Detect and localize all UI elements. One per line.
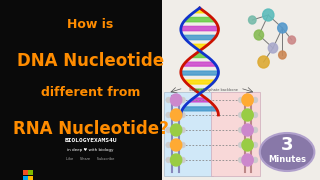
Text: Sugar phosphate backbone: Sugar phosphate backbone — [189, 88, 238, 92]
Circle shape — [242, 109, 253, 121]
Text: in deep ♥ with biology: in deep ♥ with biology — [67, 148, 114, 152]
Text: Like      Share      Subscribe: Like Share Subscribe — [66, 157, 115, 161]
Circle shape — [166, 157, 172, 163]
Circle shape — [166, 97, 172, 103]
Circle shape — [180, 112, 186, 118]
Circle shape — [171, 94, 182, 106]
Circle shape — [166, 112, 172, 118]
Text: RNA Nucleotide?: RNA Nucleotide? — [12, 120, 168, 138]
Circle shape — [268, 43, 278, 53]
Text: 3: 3 — [281, 136, 293, 154]
FancyBboxPatch shape — [164, 92, 213, 176]
Circle shape — [252, 127, 258, 133]
Circle shape — [249, 16, 256, 24]
Circle shape — [242, 94, 253, 106]
Circle shape — [166, 142, 172, 148]
Circle shape — [252, 97, 258, 103]
Circle shape — [252, 112, 258, 118]
Circle shape — [258, 56, 269, 68]
FancyBboxPatch shape — [211, 92, 260, 176]
Circle shape — [238, 97, 244, 103]
Circle shape — [171, 124, 182, 136]
Circle shape — [180, 157, 186, 163]
Circle shape — [238, 112, 244, 118]
Circle shape — [171, 154, 182, 166]
Ellipse shape — [260, 133, 314, 171]
FancyBboxPatch shape — [23, 176, 28, 180]
Text: Minutes: Minutes — [268, 156, 306, 165]
Text: BIOLOGYEXAMS4U: BIOLOGYEXAMS4U — [64, 138, 117, 143]
Circle shape — [252, 157, 258, 163]
Circle shape — [254, 30, 264, 40]
FancyBboxPatch shape — [28, 176, 33, 180]
Circle shape — [238, 127, 244, 133]
FancyBboxPatch shape — [28, 170, 33, 175]
Text: How is: How is — [68, 18, 114, 31]
Circle shape — [242, 139, 253, 151]
Circle shape — [180, 142, 186, 148]
Circle shape — [238, 157, 244, 163]
Circle shape — [242, 124, 253, 136]
Circle shape — [171, 139, 182, 151]
Circle shape — [279, 51, 286, 59]
Circle shape — [263, 9, 274, 21]
Circle shape — [180, 127, 186, 133]
Text: DNA Nucleotide: DNA Nucleotide — [17, 52, 164, 70]
Text: different from: different from — [41, 86, 140, 99]
Circle shape — [242, 154, 253, 166]
Circle shape — [252, 142, 258, 148]
FancyBboxPatch shape — [162, 0, 320, 180]
Circle shape — [171, 109, 182, 121]
Circle shape — [288, 36, 296, 44]
Circle shape — [166, 127, 172, 133]
Circle shape — [278, 23, 287, 33]
FancyBboxPatch shape — [23, 170, 28, 175]
Circle shape — [180, 97, 186, 103]
Circle shape — [238, 142, 244, 148]
